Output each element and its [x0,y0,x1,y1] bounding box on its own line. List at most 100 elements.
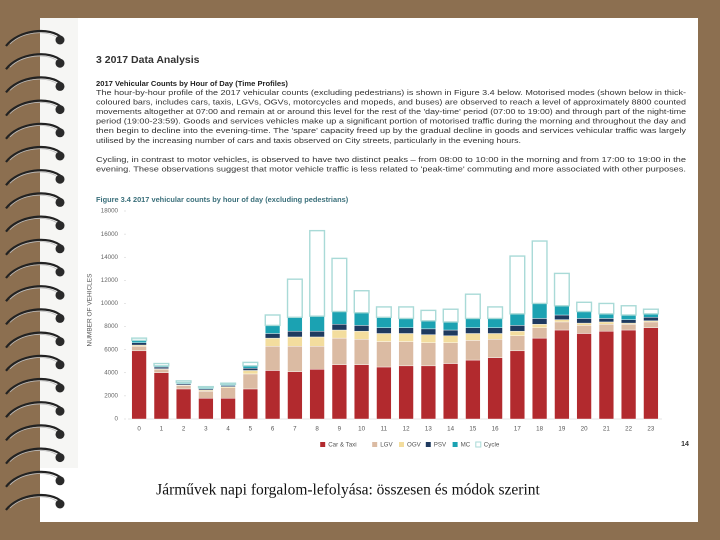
paragraph-line: then begin to decline into the evening-t… [96,128,687,135]
bar-segment [131,350,147,420]
paragraph-line: period (19:00-23:59). Goods and services… [96,119,686,126]
ring-shine [9,426,59,439]
ring-wire [5,285,63,302]
ring-wire [5,53,63,70]
x-tick-label: 17 [514,426,521,433]
ring-wire [5,378,63,395]
bar-segment [465,340,481,361]
bar-segment [331,364,347,420]
x-tick-label: 21 [603,426,610,433]
ring-shine [9,403,59,416]
y-tick-label: 10000 [101,300,119,307]
bar-segment [265,346,281,371]
bar-segment [287,336,303,347]
bar-segment [398,327,414,334]
bar-segment [242,373,258,390]
bar-segment [531,240,548,305]
legend-label: Car & Taxi [328,442,356,449]
x-tick-label: 13 [425,426,432,433]
bar-segment [376,366,392,420]
bar-segment [309,330,325,338]
ring-shine [9,380,59,393]
bar-segment [532,337,548,420]
bar-segment [398,341,414,367]
ring-shine [9,194,59,207]
x-tick-label: 5 [249,426,253,433]
ring-shine [9,78,59,91]
ring-wire [5,262,63,279]
x-tick-label: 14 [447,426,454,433]
ring-wire [5,76,63,94]
bar-segment [376,341,392,368]
bar-segment [598,321,614,325]
y-tick-label: 8000 [104,323,118,330]
ring-wire [5,494,63,511]
bar-segment [553,272,570,307]
bar-segment [532,303,548,319]
bar-segment [331,329,347,339]
legend-swatch [452,442,458,447]
bar-segment [443,342,459,364]
bar-segment [375,306,392,319]
ring-hole [55,81,65,91]
legend-swatch [320,442,326,447]
ring-hole [55,406,65,416]
bar-segment [487,327,503,334]
ring-wire [5,192,63,210]
bar-segment [465,327,481,334]
bar-segment [198,391,214,399]
legend-swatch [425,442,431,447]
bar-segment [265,333,281,339]
ring-shine [9,217,59,230]
bar-segment [376,333,392,342]
paragraph-line: coloured bars, includes cars, taxis, LGV… [96,99,686,106]
ring-hole [55,174,65,184]
bar-segment [464,293,481,320]
ring-wire [5,238,63,256]
ring-shine [9,449,59,462]
page-sheet [40,18,698,522]
bar-segment [576,311,592,319]
bar-segment [331,337,347,365]
ring-hole [55,244,65,254]
ring-wire [5,401,63,418]
x-tick-label: 10 [358,426,365,433]
bar-segment [598,302,615,315]
x-tick-label: 6 [271,426,275,433]
bar-segment [532,327,548,339]
page-number: 14 [681,441,689,448]
bar-segment [420,365,436,420]
bar-segment [131,346,147,352]
bar-segment [265,325,281,334]
bar-segment [576,322,592,326]
bar-segment [532,324,548,328]
bar-segment [554,314,570,320]
ring-hole [55,337,65,347]
bar-segment [309,346,325,370]
ring-wire [5,122,63,140]
slide-caption: Járművek napi forgalom-lefolyása: összes… [156,482,540,499]
ring-shine [9,241,59,254]
bar-segment [398,333,414,342]
bar-segment [287,371,303,420]
bar-segment [398,318,414,328]
bar-segment [331,311,347,325]
bar-segment [198,398,214,420]
x-tick-label: 8 [315,426,319,433]
y-tick-label: 0 [115,416,119,423]
bar-segment [309,229,326,317]
bar-segment [153,366,169,369]
bar-segment [576,318,592,324]
bar-segment [442,308,459,323]
bar-segment [354,339,370,365]
ring-wire [5,331,63,349]
ring-shine [9,310,59,323]
bar-segment [420,342,436,367]
bar-segment [287,330,303,338]
x-tick-label: 16 [492,426,499,433]
bar-segment [220,398,236,420]
ring-shine [9,264,59,277]
ring-hole [55,58,65,68]
bar-segment [420,309,437,322]
x-tick-label: 20 [581,426,588,433]
